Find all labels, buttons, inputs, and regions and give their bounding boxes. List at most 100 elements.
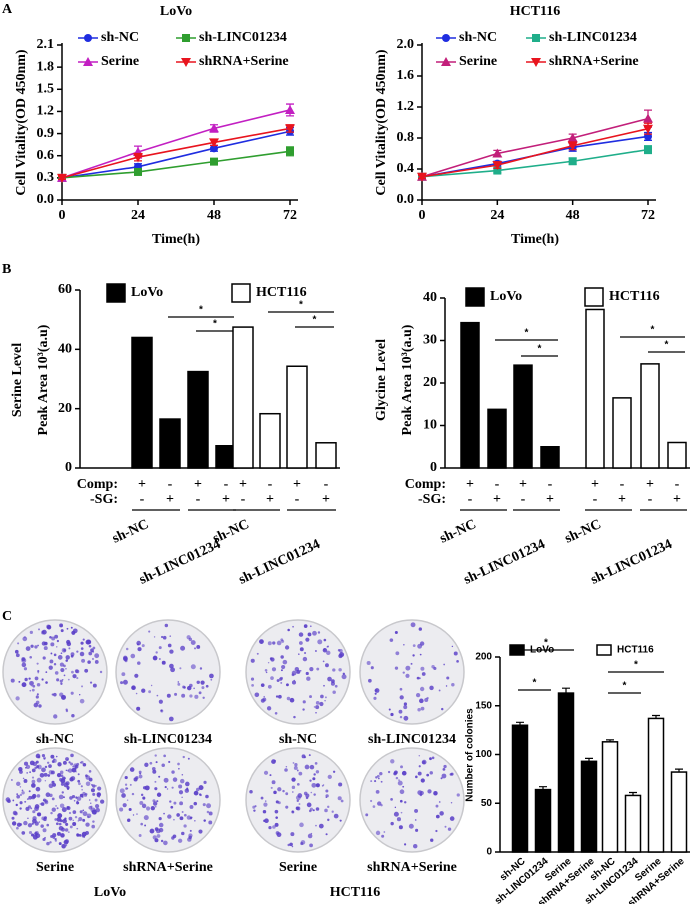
condition-mark: + bbox=[194, 477, 202, 492]
significance-label: * bbox=[199, 305, 203, 316]
condition-mark: + bbox=[519, 477, 527, 492]
colony-dot bbox=[58, 794, 64, 800]
colony-dot bbox=[61, 843, 66, 849]
colony-dot bbox=[87, 815, 90, 819]
colony-dot bbox=[280, 669, 283, 672]
colony-dot bbox=[291, 680, 297, 685]
colony-dot bbox=[193, 790, 199, 796]
colony-dot bbox=[413, 843, 418, 849]
colony-dot bbox=[418, 627, 422, 631]
colony-dot bbox=[79, 651, 85, 657]
condition-mark: - bbox=[196, 492, 201, 507]
colony-dot bbox=[169, 663, 174, 669]
colony-dot bbox=[91, 824, 95, 829]
colony-dot bbox=[169, 635, 172, 637]
colony-dot bbox=[36, 794, 41, 798]
colony-dot bbox=[187, 837, 192, 842]
colony-dot bbox=[339, 819, 342, 822]
colony-dot bbox=[76, 833, 80, 837]
colony-dot bbox=[419, 653, 422, 656]
colony-dot bbox=[137, 661, 141, 665]
marker bbox=[492, 161, 503, 171]
bar bbox=[557, 692, 575, 853]
colony-dot bbox=[29, 760, 35, 766]
colony-dot bbox=[299, 669, 302, 672]
colony-dot bbox=[59, 692, 64, 697]
colony-dot bbox=[45, 792, 51, 798]
colony-dot bbox=[81, 831, 87, 837]
colony-dot bbox=[275, 816, 278, 819]
series-line bbox=[61, 109, 291, 179]
colony-dot bbox=[84, 668, 89, 673]
colony-dot bbox=[39, 772, 45, 778]
significance-label: * bbox=[533, 678, 537, 689]
colony-dot bbox=[39, 803, 42, 805]
colony-dot bbox=[205, 794, 209, 799]
condition-mark: - bbox=[675, 477, 680, 492]
colony-dot bbox=[16, 822, 22, 827]
condition-mark: - bbox=[495, 477, 500, 492]
colony-dot bbox=[171, 770, 175, 774]
colony-dot bbox=[296, 782, 300, 786]
colony-dot bbox=[399, 715, 403, 719]
colony-dot bbox=[414, 808, 419, 813]
colony-dot bbox=[289, 842, 293, 847]
colony-dot bbox=[64, 777, 66, 780]
bar bbox=[670, 771, 688, 853]
colony-dot bbox=[313, 773, 316, 776]
colony-dot bbox=[263, 802, 268, 807]
colony-dot bbox=[26, 798, 29, 801]
colony-dot bbox=[122, 679, 128, 685]
colony-dot bbox=[203, 819, 206, 822]
colony-dot bbox=[426, 773, 430, 777]
colony-dot bbox=[309, 764, 315, 770]
colony-dot bbox=[29, 630, 33, 634]
colony-dot bbox=[389, 638, 394, 642]
colony-dot bbox=[11, 779, 13, 781]
condition-mark: - bbox=[224, 477, 229, 492]
colony-dot bbox=[167, 643, 172, 648]
colony-dot bbox=[323, 684, 325, 687]
legend-swatch bbox=[509, 644, 525, 656]
colony-dot bbox=[270, 786, 273, 789]
colony-dot bbox=[326, 646, 329, 648]
colony-dot bbox=[337, 648, 341, 652]
colony-dot bbox=[136, 706, 141, 711]
group-label: sh-LINC01234 bbox=[462, 537, 548, 588]
colony-dot bbox=[417, 643, 423, 649]
colony-dot bbox=[79, 810, 83, 814]
colony-dot bbox=[131, 792, 135, 796]
panel-label: C bbox=[2, 609, 12, 624]
colony-dot bbox=[49, 635, 52, 639]
y-tick-label: 40 bbox=[423, 290, 437, 305]
colony-dot bbox=[420, 778, 425, 783]
colony-dot bbox=[181, 693, 186, 698]
colony-dot bbox=[76, 677, 79, 680]
marker bbox=[532, 34, 540, 42]
colony-dot bbox=[368, 678, 372, 683]
colony-dot bbox=[70, 753, 74, 758]
y-tick-label: 20 bbox=[58, 401, 72, 416]
bar bbox=[580, 760, 598, 853]
colony-dot bbox=[315, 824, 317, 827]
colony-dot bbox=[21, 831, 26, 835]
colony-dot bbox=[54, 671, 59, 675]
colony-dot bbox=[169, 800, 172, 803]
colony-dot bbox=[57, 655, 63, 660]
colony-dot bbox=[388, 708, 391, 711]
colony-dot bbox=[251, 684, 254, 687]
colony-dot bbox=[395, 776, 399, 780]
y-tick-label: 0.8 bbox=[397, 130, 415, 145]
colony-dot bbox=[323, 638, 327, 642]
colony-dot bbox=[60, 774, 64, 778]
colony-dot bbox=[81, 685, 84, 688]
colony-dot bbox=[308, 754, 311, 757]
colony-dot bbox=[37, 756, 41, 759]
condition-mark: - bbox=[295, 492, 300, 507]
colony-dot bbox=[154, 780, 157, 783]
y-axis-title: Cell Vitality(OD 450nm) bbox=[374, 49, 389, 196]
colony-dot bbox=[87, 660, 91, 664]
colony-dot bbox=[378, 777, 380, 780]
colony-dot bbox=[129, 767, 135, 772]
colony-dot bbox=[68, 811, 72, 815]
